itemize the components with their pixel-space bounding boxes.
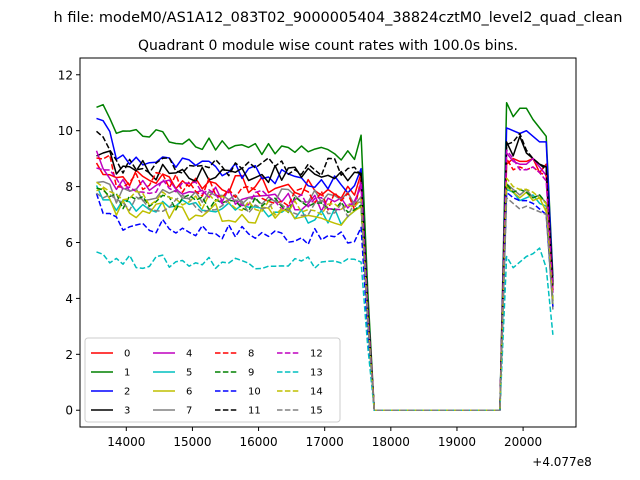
legend-label-9: 9 — [248, 368, 254, 379]
legend-box — [84, 337, 341, 423]
legend-label-11: 11 — [248, 406, 261, 417]
x-axis-ticks: 14000 15000 16000 17000 18000 19000 20000 — [107, 427, 542, 449]
y-tick-label: 12 — [58, 68, 73, 82]
legend-label-10: 10 — [248, 387, 261, 398]
x-tick-label: 18000 — [372, 435, 410, 449]
y-tick-label: 2 — [65, 348, 73, 362]
y-tick-label: 8 — [65, 180, 73, 194]
x-tick-label: 14000 — [107, 435, 145, 449]
x-tick-label: 16000 — [239, 435, 277, 449]
legend-label-7: 7 — [186, 406, 192, 417]
legend-label-4: 4 — [186, 349, 192, 360]
plot-frame — [79, 57, 577, 428]
x-tick-label: 20000 — [504, 435, 542, 449]
y-tick-label: 0 — [65, 404, 73, 418]
suptitle: h file: modeM0/AS1A12_083T02_9000005404_… — [54, 10, 623, 26]
legend-label-1: 1 — [124, 368, 130, 379]
series-line-14 — [96, 177, 554, 411]
y-tick-label: 6 — [65, 236, 73, 250]
x-tick-label: 15000 — [173, 435, 211, 449]
legend-label-5: 5 — [186, 368, 192, 379]
y-axis-ticks: 0 2 4 6 8 10 12 — [58, 68, 80, 418]
x-tick-label: 17000 — [306, 435, 344, 449]
y-tick-label: 10 — [58, 124, 73, 138]
legend-label-2: 2 — [124, 387, 130, 398]
legend-label-6: 6 — [186, 387, 192, 398]
legend-label-0: 0 — [124, 349, 130, 360]
y-tick-label: 4 — [65, 292, 73, 306]
legend-label-12: 12 — [310, 349, 323, 360]
x-tick-label: 19000 — [438, 435, 476, 449]
legend-label-3: 3 — [124, 406, 130, 417]
legend-label-8: 8 — [248, 349, 254, 360]
legend-label-14: 14 — [310, 387, 323, 398]
chart-title: Quadrant 0 module wise count rates with … — [138, 38, 518, 54]
legend-label-15: 15 — [310, 406, 323, 417]
series-line-8 — [96, 154, 554, 411]
legend-label-13: 13 — [310, 368, 323, 379]
series-layer — [95, 101, 554, 411]
series-line-15 — [96, 192, 554, 411]
x-offset-label: +4.077e8 — [532, 455, 591, 469]
